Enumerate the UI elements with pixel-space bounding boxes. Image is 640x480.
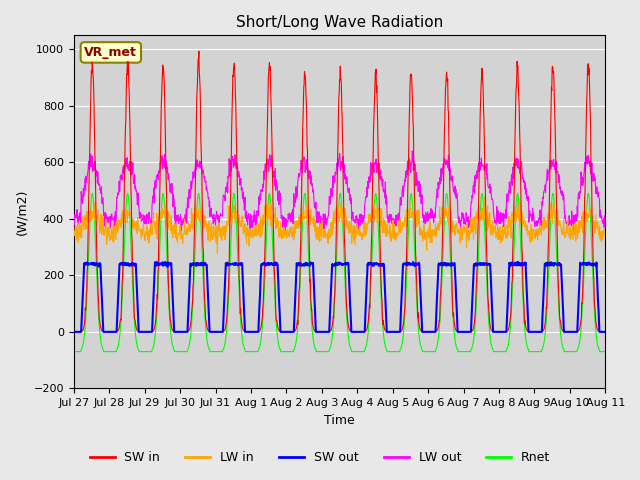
- Legend: SW in, LW in, SW out, LW out, Rnet: SW in, LW in, SW out, LW out, Rnet: [84, 446, 556, 469]
- Y-axis label: (W/m2): (W/m2): [15, 189, 28, 235]
- Title: Short/Long Wave Radiation: Short/Long Wave Radiation: [236, 15, 443, 30]
- Text: VR_met: VR_met: [84, 46, 138, 59]
- X-axis label: Time: Time: [324, 414, 355, 427]
